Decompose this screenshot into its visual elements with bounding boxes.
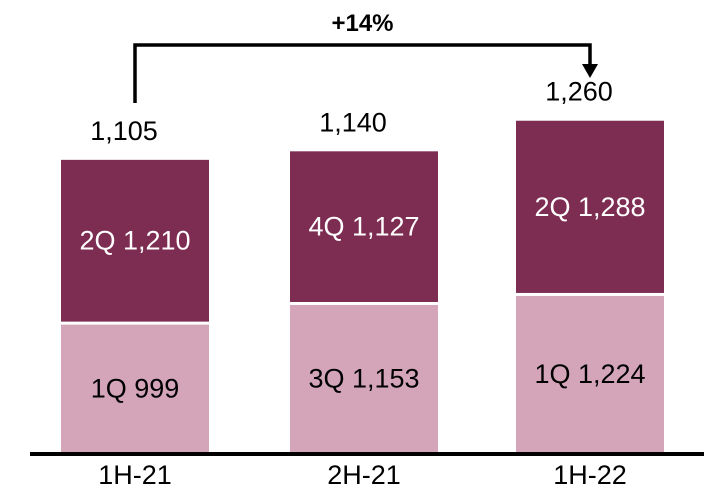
bar-total-label: 1,140 bbox=[319, 107, 387, 137]
bar-segment-top-2H-21 bbox=[290, 151, 438, 302]
bar-segment-bottom-1H-22 bbox=[516, 295, 664, 452]
segment-label-top: 2Q 1,288 bbox=[534, 192, 645, 222]
labels-layer: 1Q 999 2Q 1,210 1,105 1H-21 3Q 1,153 4Q 1,127… bbox=[79, 77, 645, 490]
bar-segment-top-1H-22 bbox=[516, 120, 664, 293]
bar-segment-top-1H-21 bbox=[61, 159, 209, 322]
category-label-2H-21: 2H-21 bbox=[327, 460, 401, 490]
category-label-1H-21: 1H-21 bbox=[98, 460, 172, 490]
bar-segment-bottom-1H-21 bbox=[61, 324, 209, 452]
category-label-1H-22: 1H-22 bbox=[553, 460, 627, 490]
bar-total-label: 1,105 bbox=[90, 116, 158, 146]
growth-annotation: +14% bbox=[133, 10, 598, 103]
bar-segment-bottom-2H-21 bbox=[290, 304, 438, 452]
segment-label-bottom: 1Q 999 bbox=[91, 373, 180, 403]
bar-total-label: 1,260 bbox=[545, 77, 613, 107]
growth-bracket bbox=[133, 43, 592, 103]
bars-layer bbox=[61, 120, 664, 452]
growth-label: +14% bbox=[331, 10, 393, 37]
arrow-down-icon bbox=[582, 64, 598, 78]
segment-label-top: 2Q 1,210 bbox=[79, 226, 190, 256]
segment-label-top: 4Q 1,127 bbox=[308, 212, 419, 242]
segment-label-bottom: 1Q 1,224 bbox=[534, 359, 645, 389]
segment-label-bottom: 3Q 1,153 bbox=[308, 363, 419, 393]
